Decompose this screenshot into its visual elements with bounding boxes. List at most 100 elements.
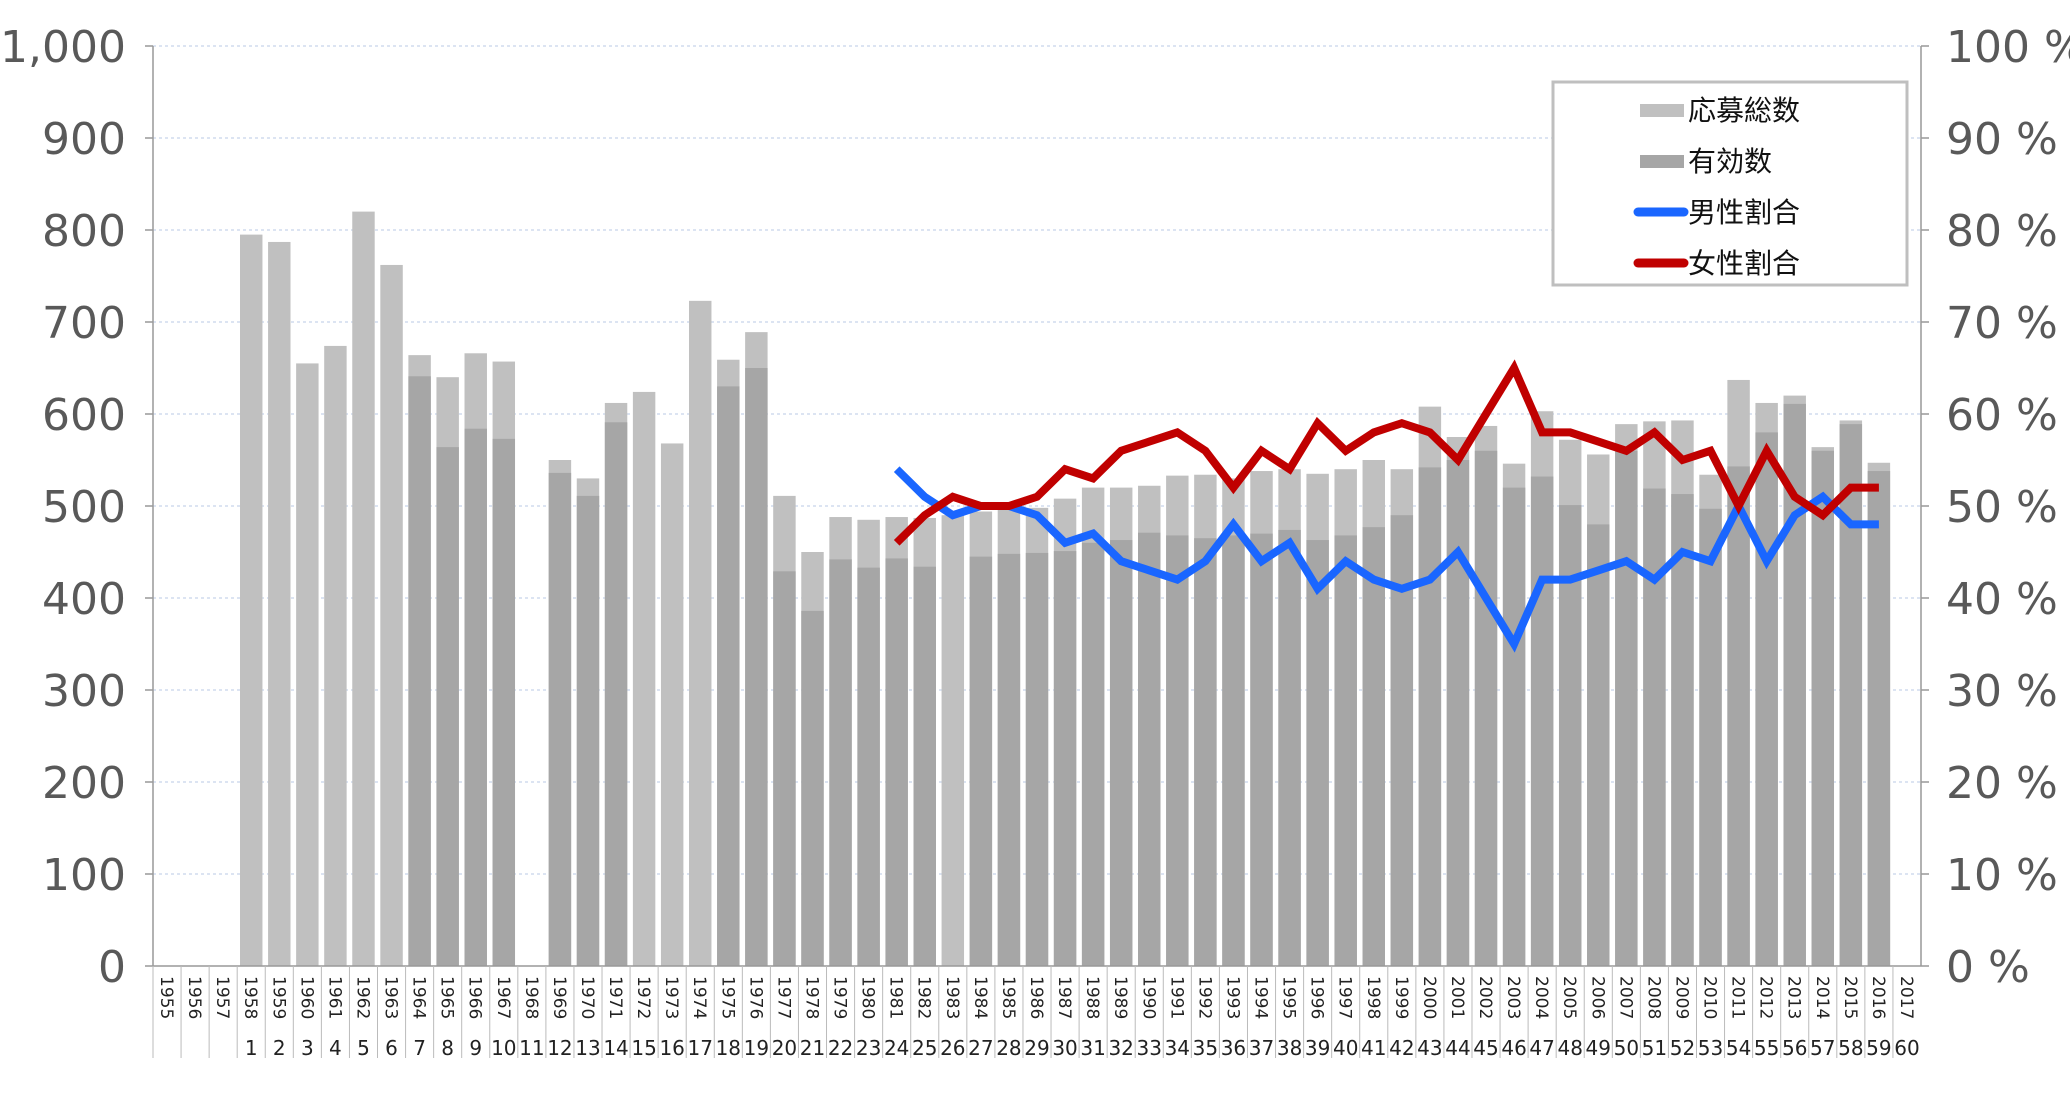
x-tick-label: 2003 [1503,976,1523,1019]
x-tick-label: 2015 [1840,976,1860,1019]
session-number-label: 46 [1501,1036,1526,1060]
legend-box [1551,80,1909,287]
session-number-label: 42 [1389,1036,1414,1060]
x-tick-label: 1985 [998,976,1018,1019]
x-tick-label: 1971 [605,976,625,1019]
bar-有効数-2013 [1783,403,1806,966]
x-tick-label: 1976 [745,976,765,1019]
y-tick-label: 800 [42,206,126,257]
session-number-label: 14 [603,1036,628,1060]
y2-tick-label: 60 % [1946,390,2058,441]
x-tick-label: 1992 [1194,976,1214,1019]
session-number-label: 22 [828,1036,853,1060]
session-number-label: 41 [1361,1036,1386,1060]
session-number-label: 53 [1698,1036,1723,1060]
bar-有効数-1989 [1109,540,1133,966]
x-tick-label: 2006 [1587,976,1607,1019]
session-number-label: 34 [1165,1036,1190,1060]
x-tick-label: 1982 [914,976,934,1019]
session-number-label: 20 [772,1036,797,1060]
x-tick-label: 2016 [1868,976,1888,1019]
bar-有効数-1978 [801,610,824,966]
session-number-label: 49 [1586,1036,1611,1060]
bar-有効数-1988 [1081,542,1105,966]
bar-応募総数-1973 [660,443,684,966]
bar-有効数-1990 [1138,532,1161,966]
bar-有効数-2014 [1811,450,1835,966]
x-tick-label: 2005 [1559,976,1579,1019]
x-tick-label: 1994 [1251,976,1271,1019]
session-number-label: 12 [547,1036,572,1060]
bar-応募総数-1974 [689,300,712,967]
session-number-label: 35 [1193,1036,1218,1060]
x-tick-label: 1986 [1026,976,1046,1019]
bar-有効数-2009 [1671,494,1694,966]
session-number-label: 40 [1333,1036,1358,1060]
bar-応募総数-1962 [352,211,375,967]
bar-応募総数-1983 [941,515,965,966]
y2-tick-label: 40 % [1946,574,2058,625]
x-tick-label: 1991 [1166,976,1186,1019]
y2-tick-label: 20 % [1946,758,2058,809]
bar-有効数-1992 [1194,538,1217,966]
y2-tick-label: 50 % [1946,482,2058,533]
y-tick-label: 300 [42,666,126,717]
session-number-label: 33 [1137,1036,1162,1060]
bar-有効数-1969 [548,472,572,966]
x-tick-label: 2008 [1643,976,1663,1019]
bar-有効数-1967 [492,438,516,967]
bar-応募総数-1972 [632,391,656,966]
session-number-label: 26 [940,1036,965,1060]
x-tick-label: 1984 [970,976,990,1019]
bar-有効数-2015 [1839,424,1863,966]
session-number-label: 29 [1024,1036,1049,1060]
x-tick-label: 2014 [1812,976,1832,1019]
bar-有効数-1987 [1053,551,1077,966]
legend-label: 応募総数 [1688,94,1800,127]
x-tick-label: 1975 [717,976,737,1019]
bar-有効数-1970 [576,495,600,966]
bar-有効数-1971 [604,422,628,966]
y-tick-label: 400 [42,574,126,625]
line-女性割合 [893,359,1879,546]
session-number-label: 56 [1782,1036,1807,1060]
bars [239,211,1891,967]
session-number-label: 5 [357,1036,370,1060]
x-tick-label: 1968 [521,976,541,1019]
session-number-label: 45 [1473,1036,1498,1060]
session-number-label: 10 [491,1036,516,1060]
bar-応募総数-1958 [239,234,263,967]
y-tick-label: 900 [42,114,126,165]
x-tick-label: 1957 [212,976,232,1019]
session-number-label: 15 [631,1036,656,1060]
bar-有効数-2002 [1474,450,1498,966]
session-number-label: 44 [1445,1036,1470,1060]
bar-有効数-1966 [464,428,487,967]
y2-tick-label: 70 % [1946,298,2058,349]
bar-有効数-1985 [997,553,1021,966]
session-number-label: 48 [1557,1036,1582,1060]
session-number-label: 11 [519,1036,544,1060]
x-tick-label: 2012 [1756,976,1776,1019]
bar-有効数-1964 [408,376,431,966]
legend-swatch [1640,155,1684,168]
session-number-label: 51 [1642,1036,1667,1060]
x-tick-label: 2002 [1475,976,1495,1019]
session-number-label: 24 [884,1036,909,1060]
x-tick-label: 1959 [268,976,288,1019]
session-number-label: 43 [1417,1036,1442,1060]
bar-有効数-1997 [1334,535,1357,966]
session-number-label: 6 [385,1036,398,1060]
x-tick-label: 1978 [801,976,821,1019]
y-tick-label: 700 [42,298,126,349]
bar-有効数-1977 [773,571,796,966]
y-tick-label: 200 [42,758,126,809]
legend-swatch [1640,104,1684,117]
y-tick-label: 600 [42,390,126,441]
session-number-label: 21 [800,1036,825,1060]
bar-有効数-1994 [1250,533,1273,966]
session-number-label: 17 [688,1036,713,1060]
y2-tick-label: 80 % [1946,206,2058,257]
x-tick-label: 1958 [240,976,260,1019]
bar-有効数-2012 [1755,432,1778,966]
